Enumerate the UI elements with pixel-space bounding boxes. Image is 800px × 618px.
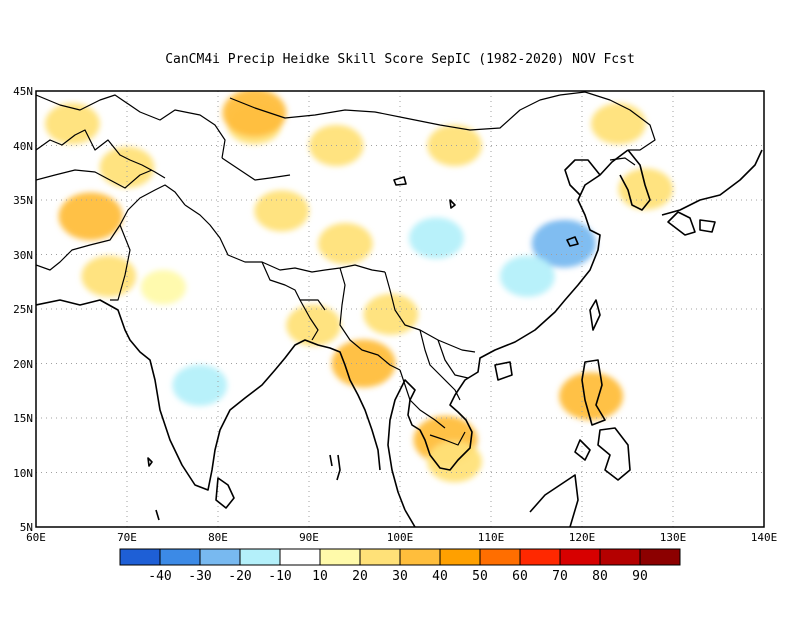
colorbar-tick-90: 90	[632, 569, 648, 584]
lat-tick-30n: 30N	[13, 249, 33, 262]
colorbar-tick-40: 40	[432, 569, 448, 584]
skill-patch	[331, 339, 396, 388]
lon-tick-110e: 110E	[478, 531, 505, 544]
small-islands	[147, 176, 579, 521]
skill-patch	[450, 280, 496, 316]
lon-tick-90e: 90E	[299, 531, 319, 544]
colorbar-swatch	[239, 548, 281, 566]
skill-patch	[427, 440, 482, 483]
map-frame	[35, 90, 765, 528]
skill-patch	[172, 364, 228, 406]
lon-tick-60e: 60E	[26, 531, 46, 544]
colorbar-swatch	[199, 548, 241, 566]
skill-patch	[286, 304, 341, 347]
colorbar-swatch	[599, 548, 641, 566]
skill-patch	[99, 146, 155, 188]
colorbar-swatch	[519, 548, 561, 566]
map-title: CanCM4i Precip Heidke Skill Score SepIC …	[165, 52, 635, 67]
country-borders	[36, 91, 656, 446]
lon-tick-80e: 80E	[208, 531, 228, 544]
skill-patch	[409, 217, 464, 259]
lon-tick-100e: 100E	[387, 531, 414, 544]
colorbar-ticks: -40 -30 -20 -10 10 20 30 40 50 60 70 80 …	[148, 569, 648, 584]
skill-patch	[318, 222, 373, 265]
colorbar-swatch	[359, 548, 401, 566]
skill-shading	[45, 91, 764, 483]
colorbar-tick-m10: -10	[268, 569, 291, 584]
skill-patch	[559, 372, 624, 421]
colorbar-tick-80: 80	[592, 569, 608, 584]
colorbar-tick-50: 50	[472, 569, 488, 584]
colorbar-swatch	[279, 548, 321, 566]
colorbar	[119, 548, 681, 566]
skill-patch	[427, 124, 482, 167]
skill-patch	[363, 293, 419, 336]
skill-patch	[531, 219, 596, 268]
lon-tick-120e: 120E	[569, 531, 596, 544]
colorbar-swatch	[639, 548, 681, 566]
skill-patch	[254, 190, 310, 232]
lat-tick-45n: 45N	[13, 85, 33, 98]
colorbar-tick-60: 60	[512, 569, 528, 584]
colorbar-swatch	[439, 548, 481, 566]
lat-tick-40n: 40N	[13, 140, 33, 153]
colorbar-tick-m20: -20	[228, 569, 251, 584]
lat-tick-10n: 10N	[13, 467, 33, 480]
skill-patch	[500, 255, 555, 297]
colorbar-tick-70: 70	[552, 569, 568, 584]
skill-patch	[45, 103, 100, 145]
colorbar-tick-m30: -30	[188, 569, 211, 584]
colorbar-tick-10: 10	[312, 569, 328, 584]
skill-patch	[81, 255, 137, 297]
colorbar-swatch	[119, 548, 161, 566]
skill-patch	[58, 192, 123, 241]
lon-tick-130e: 130E	[660, 531, 687, 544]
colorbar-swatch	[159, 548, 201, 566]
skill-patch	[359, 91, 405, 120]
lat-tick-15n: 15N	[13, 412, 33, 425]
skill-patch	[532, 182, 578, 218]
colorbar-swatch	[479, 548, 521, 566]
colorbar-tick-30: 30	[392, 569, 408, 584]
colorbar-swatch	[399, 548, 441, 566]
skill-patch	[732, 171, 764, 207]
colorbar-tick-20: 20	[352, 569, 368, 584]
skill-patch	[140, 269, 187, 305]
lat-tick-5n: 5N	[20, 521, 33, 534]
colorbar-tick-m40: -40	[148, 569, 171, 584]
skill-patch	[222, 91, 287, 137]
axis-ticks: 60E 70E 80E 90E 100E 110E 120E 130E 140E…	[13, 85, 777, 544]
colorbar-swatch	[319, 548, 361, 566]
coastlines	[36, 149, 763, 527]
skill-patch	[591, 103, 646, 145]
lat-tick-20n: 20N	[13, 358, 33, 371]
lon-tick-140e: 140E	[751, 531, 778, 544]
lat-tick-25n: 25N	[13, 303, 33, 316]
lon-tick-70e: 70E	[117, 531, 137, 544]
lat-tick-35n: 35N	[13, 194, 33, 207]
colorbar-swatch	[559, 548, 601, 566]
